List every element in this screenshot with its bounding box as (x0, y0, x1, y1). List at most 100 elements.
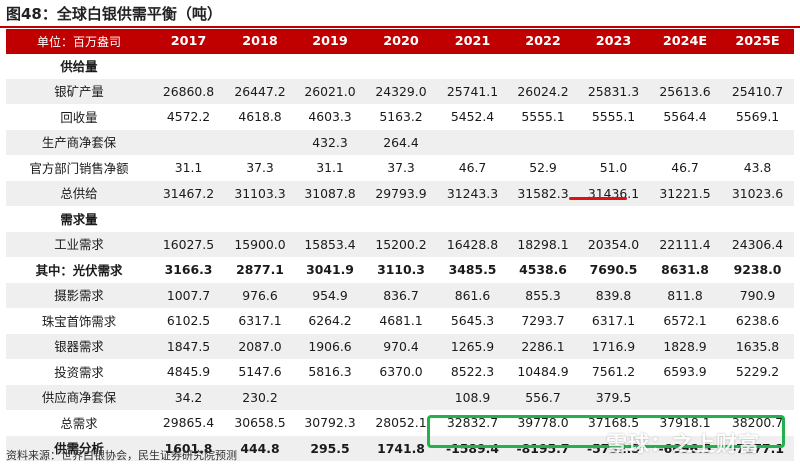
table-cell (437, 53, 508, 79)
table-cell: 855.3 (508, 282, 578, 308)
table-cell: 1741.8 (365, 435, 437, 461)
table-cell: 4681.1 (365, 308, 437, 334)
table-cell: 3485.5 (437, 257, 508, 283)
table-cell (649, 129, 721, 155)
table-cell (295, 53, 365, 79)
table-cell (295, 384, 365, 410)
table-cell: 3110.3 (365, 257, 437, 283)
table-cell (437, 129, 508, 155)
table-cell (578, 53, 649, 79)
table-cell: 4538.6 (508, 257, 578, 283)
table-cell: 5147.6 (225, 359, 295, 385)
row-label: 珠宝首饰需求 (6, 308, 152, 334)
table-cell: 28052.1 (365, 410, 437, 436)
table-cell: 6317.1 (225, 308, 295, 334)
table-cell: 6572.1 (649, 308, 721, 334)
table-cell: 5229.2 (721, 359, 794, 385)
year-header: 2021 (437, 29, 508, 54)
row-label: 供需分析 (6, 435, 152, 461)
table-cell: 22111.4 (649, 231, 721, 257)
table-cell (508, 129, 578, 155)
table-cell: 32832.7 (437, 410, 508, 436)
table-cell: 20354.0 (578, 231, 649, 257)
table-row: 回收量 4572.2 4618.8 4603.3 5163.2 5452.4 5555.1 5… (6, 104, 794, 130)
table-cell: 1847.5 (152, 333, 225, 359)
table-row: 投资需求 4845.9 5147.6 5816.3 6370.0 8522.3 10484.… (6, 359, 794, 385)
table-cell: 4618.8 (225, 104, 295, 130)
table-row: 摄影需求 1007.7 976.6 954.9 836.7 861.6 855.3 839.8… (6, 282, 794, 308)
table-cell: 51.0 (578, 155, 649, 181)
row-label: 其中：光伏需求 (6, 257, 152, 283)
year-header: 2022 (508, 29, 578, 54)
table-cell: 37168.5 (578, 410, 649, 436)
table-cell (152, 206, 225, 232)
table-cell: 6264.2 (295, 308, 365, 334)
table-cell: 15200.2 (365, 231, 437, 257)
table-cell: 7690.5 (578, 257, 649, 283)
table-cell (508, 206, 578, 232)
table-cell (437, 206, 508, 232)
table-cell: 8631.8 (649, 257, 721, 283)
table-cell: 861.6 (437, 282, 508, 308)
table-cell: 8522.3 (437, 359, 508, 385)
table-cell: 2286.1 (508, 333, 578, 359)
table-cell (721, 53, 794, 79)
table-cell: 432.3 (295, 129, 365, 155)
table-cell (152, 53, 225, 79)
table-cell: 295.5 (295, 435, 365, 461)
table-cell: 5569.1 (721, 104, 794, 130)
table-row: 总供给 31467.2 31103.3 31087.8 29793.9 31243.3 31… (6, 180, 794, 206)
table-cell: 31.1 (295, 155, 365, 181)
table-cell: 31467.2 (152, 180, 225, 206)
table-cell: 10484.9 (508, 359, 578, 385)
table-cell: 5645.3 (437, 308, 508, 334)
table-cell: 6102.5 (152, 308, 225, 334)
table-row: 工业需求 16027.5 15900.0 15853.4 15200.2 16428.8 1… (6, 231, 794, 257)
table-cell: 5452.4 (437, 104, 508, 130)
table-row: 供应商净套保 34.2 230.2 108.9 556.7 379.5 (6, 384, 794, 410)
table-cell: 379.5 (578, 384, 649, 410)
table-cell: 46.7 (437, 155, 508, 181)
figure-title: 图48：全球白银供需平衡（吨） (6, 5, 222, 23)
row-label: 投资需求 (6, 359, 152, 385)
table-cell: 230.2 (225, 384, 295, 410)
table-cell (649, 384, 721, 410)
table-cell: 839.8 (578, 282, 649, 308)
table-cell: 5555.1 (508, 104, 578, 130)
table-row: 供给量 (6, 53, 794, 79)
table-cell: 6238.6 (721, 308, 794, 334)
table-cell: 4603.3 (295, 104, 365, 130)
table-cell: 31436.1 (578, 180, 649, 206)
table-cell: 30658.5 (225, 410, 295, 436)
row-label: 需求量 (6, 206, 152, 232)
table-cell (225, 206, 295, 232)
table-cell: 7293.7 (508, 308, 578, 334)
table-cell: 108.9 (437, 384, 508, 410)
row-label: 银器需求 (6, 333, 152, 359)
row-label: 工业需求 (6, 231, 152, 257)
table-cell: -6696.5 (649, 435, 721, 461)
table-row: 银矿产量 26860.8 26447.2 26021.0 24329.0 25741.1 2… (6, 78, 794, 104)
table-cell: 5564.4 (649, 104, 721, 130)
table-cell: 7561.2 (578, 359, 649, 385)
table-cell: 6317.1 (578, 308, 649, 334)
table-cell: 15900.0 (225, 231, 295, 257)
table-cell: 30792.3 (295, 410, 365, 436)
supply-demand-table: 单位：百万盎司 2017 2018 2019 2020 2021 2022 20… (6, 29, 794, 462)
table-cell: 2877.1 (225, 257, 295, 283)
table-cell: 26021.0 (295, 78, 365, 104)
table-row: 珠宝首饰需求 6102.5 6317.1 6264.2 4681.1 5645.3 7293… (6, 308, 794, 334)
table-cell (721, 384, 794, 410)
table-cell: 43.8 (721, 155, 794, 181)
row-label: 供应商净套保 (6, 384, 152, 410)
row-label: 供给量 (6, 53, 152, 79)
table-cell: 3166.3 (152, 257, 225, 283)
table-cell: 31023.6 (721, 180, 794, 206)
table-cell (225, 53, 295, 79)
table-cell: -5732.3 (578, 435, 649, 461)
row-label: 总供给 (6, 180, 152, 206)
table-cell (721, 129, 794, 155)
watermark-text: 雪球：之上财富 (606, 432, 760, 456)
table-cell: 37.3 (225, 155, 295, 181)
table-cell: 25613.6 (649, 78, 721, 104)
